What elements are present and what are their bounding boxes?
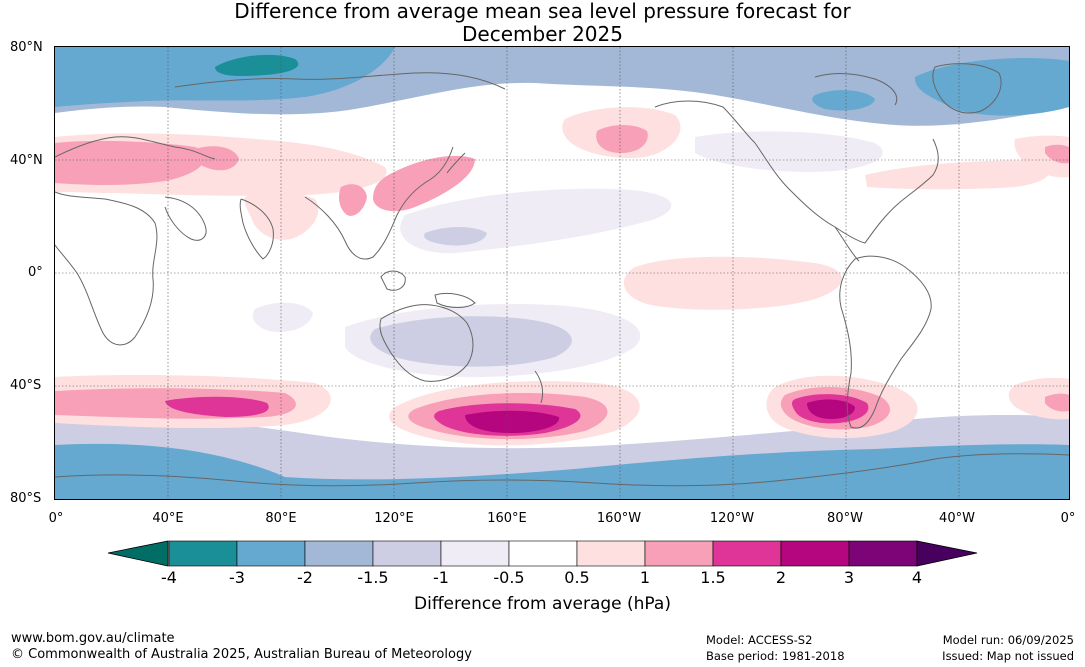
neg-core-eurasia xyxy=(55,47,395,107)
colorbar-tick-label: -1 xyxy=(433,568,449,587)
pressure-anomaly-map xyxy=(55,47,1069,499)
lon-label-80e: 80°E xyxy=(265,511,297,526)
pos-middle-east xyxy=(193,146,239,171)
colorbar-bin xyxy=(440,540,510,567)
pos-north-pacific xyxy=(596,125,648,153)
coastline-antarctica xyxy=(55,453,1069,487)
pos-tropical-pacific xyxy=(623,256,842,310)
lon-label-40e: 40°E xyxy=(152,511,184,526)
lon-label-0-left: 0° xyxy=(48,511,64,526)
pos-south-pacific-core xyxy=(465,410,560,433)
colorbar-tick-label: -3 xyxy=(229,568,245,587)
colorbar-tick-label: 3 xyxy=(843,568,855,587)
map-title: Difference from average mean sea level p… xyxy=(0,0,1085,46)
coastline-europe xyxy=(55,136,216,160)
pos-south-atlantic-east-core xyxy=(1045,393,1069,412)
map-gridlines xyxy=(55,47,1069,499)
coastline-new-guinea xyxy=(434,292,476,308)
coastline-india xyxy=(239,198,274,260)
coastline-africa xyxy=(55,191,158,346)
footer-model: Model: ACCESS-S2 xyxy=(706,633,813,647)
coastline-north-america xyxy=(754,138,939,244)
coastline-east-asia xyxy=(304,146,454,260)
neg-weak-pacific-west xyxy=(424,227,487,246)
colorbar-low-extend-arrow xyxy=(107,540,169,567)
coastline-arabia xyxy=(164,196,207,241)
footer-issued: Issued: Map not issued xyxy=(942,649,1074,663)
coastline-australia xyxy=(379,304,474,382)
lon-label-160w: 160°W xyxy=(596,511,642,526)
coastline-borneo xyxy=(380,270,406,291)
lon-label-0-right: 0° xyxy=(1060,511,1076,526)
colorbar-bin xyxy=(848,540,918,567)
colorbar-high-extend-arrow xyxy=(916,540,978,567)
colorbar-tick-label: 1.5 xyxy=(700,568,726,587)
lat-label-40s: 40°S xyxy=(10,378,42,393)
pos-north-america-outer xyxy=(865,160,1051,190)
lon-label-80w: 80°W xyxy=(827,511,863,526)
coastline-new-zealand xyxy=(534,370,544,404)
colorbar-bin xyxy=(236,540,306,567)
colorbar-tick-label: 4 xyxy=(911,568,923,587)
colorbar-bin xyxy=(168,540,238,567)
coastline-greenland xyxy=(932,63,1002,114)
footer-model-run: Model run: 06/09/2025 xyxy=(942,633,1074,647)
colorbar-bin xyxy=(712,540,782,567)
coastline-central-america xyxy=(834,226,860,262)
footer-base-period: Base period: 1981-2018 xyxy=(706,649,845,663)
colorbar-bin xyxy=(372,540,442,567)
colorbar-tick-label: -4 xyxy=(161,568,177,587)
lon-label-120w: 120°W xyxy=(709,511,755,526)
lat-label-80n: 80°N xyxy=(10,40,43,55)
pos-india xyxy=(244,191,319,240)
colorbar-bin xyxy=(780,540,850,567)
map-title-line-1: Difference from average mean sea level p… xyxy=(234,0,851,23)
lon-label-40w: 40°W xyxy=(939,511,975,526)
pos-north-atlantic-east-core xyxy=(1045,144,1069,164)
neg-core-canada xyxy=(812,90,875,111)
colorbar-title: Difference from average (hPa) xyxy=(414,594,671,614)
lon-label-120e: 120°E xyxy=(374,511,414,526)
coastlines xyxy=(55,63,1069,487)
colorbar-tick-label: 1 xyxy=(639,568,651,587)
footer-website: www.bom.gov.au/climate xyxy=(11,631,175,646)
lat-label-40n: 40°N xyxy=(10,153,43,168)
neg-core-atlantic xyxy=(914,58,1069,116)
footer-copyright: © Commonwealth of Australia 2025, Austra… xyxy=(11,647,472,662)
coastline-canadian-islands xyxy=(814,72,898,106)
lat-label-equator: 0° xyxy=(28,265,43,280)
colorbar-tick-label: 2 xyxy=(775,568,787,587)
coastline-south-america xyxy=(839,255,932,429)
colorbar-bins xyxy=(168,540,918,567)
colorbar-tick-label: -0.5 xyxy=(493,568,525,587)
neg-mod-australia xyxy=(370,316,572,367)
neg-strong-siberia xyxy=(215,54,299,77)
map-panel xyxy=(54,46,1070,500)
colorbar-bin xyxy=(304,540,374,567)
colorbar-tick-label: 0.5 xyxy=(564,568,590,587)
pos-europe-asia xyxy=(55,140,205,185)
colorbar-bin xyxy=(644,540,714,567)
colorbar-tick-label: -2 xyxy=(297,568,313,587)
pos-south-china xyxy=(339,184,367,216)
lat-label-80s: 80°S xyxy=(10,491,42,506)
colorbar-tick-label: -1.5 xyxy=(357,568,389,587)
colorbar xyxy=(107,540,978,567)
lon-label-160e: 160°E xyxy=(487,511,527,526)
pos-south-indian-core xyxy=(165,396,269,417)
coastline-japan xyxy=(446,152,466,174)
coastline-alaska xyxy=(654,100,756,144)
neg-weak-north-america xyxy=(695,131,883,172)
colorbar-bin xyxy=(576,540,646,567)
colorbar-bin xyxy=(508,540,578,567)
neg-weak-indian xyxy=(252,302,313,333)
coastline-north-asia xyxy=(174,72,506,90)
map-title-line-2: December 2025 xyxy=(462,22,623,46)
pos-south-america-core xyxy=(807,399,855,419)
